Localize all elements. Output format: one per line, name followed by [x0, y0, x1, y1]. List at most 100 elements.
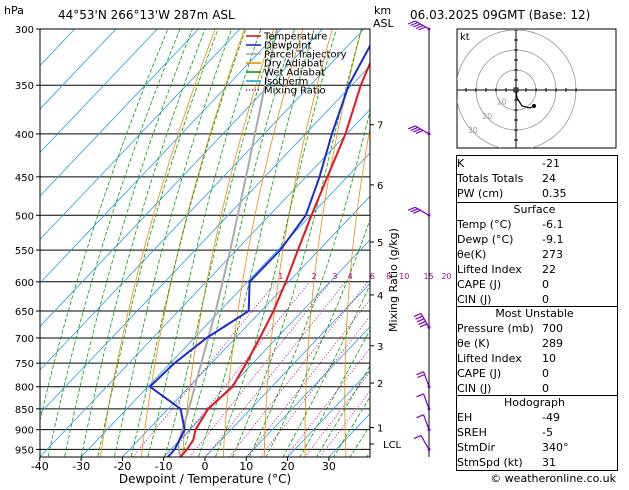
pressure-tick-label: 900 [15, 426, 34, 437]
isotherm-line [40, 108, 370, 457]
mixing-ratio-line [189, 281, 331, 457]
most-unstable-table: Most Unstable Pressure (mb) 700 θe (K) 289… [453, 306, 616, 396]
wind-barb-staff [422, 414, 430, 430]
wet-adiabat [40, 29, 169, 422]
surface-row: Dewp (°C) -9.1 [457, 233, 564, 246]
mixing-ratio-label: 4 [348, 272, 353, 281]
mixing-ratio-line [285, 347, 370, 457]
indices-table: K -21 Totals Totals 24 PW (cm) 0.35 [453, 156, 616, 201]
wind-barb-flag [407, 20, 416, 25]
wet-adiabat [214, 29, 337, 457]
wind-barb [416, 414, 431, 432]
dry-adiabat [344, 125, 370, 457]
temperature-point [272, 310, 275, 312]
wind-barb-flag [410, 208, 418, 213]
hodograph-stats-row: EH -49 [457, 411, 560, 424]
copyright: © weatheronline.co.uk [490, 472, 616, 485]
temperature-tick-label: 10 [239, 460, 253, 473]
dewpoint-point [331, 133, 333, 135]
legend-entry: Dry Adiabat [264, 59, 323, 70]
wet-adiabat [299, 329, 370, 457]
pressure-tick-label: 550 [15, 246, 34, 257]
pressure-tick-label: 400 [15, 130, 34, 141]
isotherm-line [40, 29, 158, 154]
dewpoint-point [149, 385, 151, 388]
wind-barb-flag [419, 323, 428, 328]
wind-barb-staff [422, 393, 430, 410]
plot-profiles [148, 29, 370, 457]
km-tick-label: 1 [377, 424, 383, 435]
temperature-point [359, 84, 362, 87]
asl-label: ASL [373, 17, 395, 30]
datetime-title: 06.03.2025 09GMT (Base: 12) [410, 8, 590, 22]
hodograph-stats-row: StmDir 340° [457, 441, 569, 454]
most-unstable-row: Lifted Index 10 [457, 352, 556, 365]
wind-barb [407, 20, 431, 31]
most-unstable-row: Pressure (mb) 700 [457, 322, 563, 335]
wind-barb-flag [415, 315, 423, 320]
hodograph-origin [513, 87, 519, 93]
indices-box [456, 155, 618, 204]
isotherm-line [40, 65, 370, 414]
wind-barb-flag [413, 23, 421, 28]
index-row-k: K -21 [457, 157, 560, 170]
index-row-pw: PW (cm) 0.35 [457, 187, 567, 200]
wind-barb-flag [413, 128, 421, 133]
wind-barb-flag [410, 126, 418, 131]
isotherm-line [246, 326, 370, 457]
wind-barb-staff [420, 435, 430, 450]
temperature-point [207, 408, 210, 410]
temperature-point [344, 133, 347, 135]
legend-entry: Isotherm [264, 77, 308, 88]
dry-adiabat [140, 29, 245, 457]
temperature-tick-label: -30 [72, 460, 90, 473]
mixing-ratio-label: 2 [312, 272, 317, 281]
mixing-ratio-label: 1 [278, 272, 283, 281]
pressure-tick-label: 450 [15, 173, 34, 184]
surface-row: CAPE (J) 0 [457, 278, 549, 291]
legend-entry: Wet Adiabat [264, 68, 325, 79]
wind-barb-base [427, 325, 431, 329]
hodograph-kt-label: kt [460, 32, 470, 43]
legend-entry: Mixing Ratio [264, 86, 326, 97]
dry-adiabat [304, 29, 363, 457]
most-unstable-row: CAPE (J) 0 [457, 367, 549, 380]
wind-barb-flag [413, 313, 422, 318]
isotherm-line [204, 282, 370, 457]
wind-barb-base [427, 27, 431, 31]
dewpoint-point [279, 249, 281, 251]
dry-adiabat [421, 17, 452, 469]
km-tick-label: 4 [377, 291, 383, 302]
temperature-point [258, 337, 261, 339]
wet-adiabat [130, 29, 247, 457]
dewpoint-point [205, 337, 208, 339]
wind-barbs [407, 20, 431, 451]
hodograph-trace [515, 89, 535, 109]
dewpoint-point [248, 281, 251, 283]
parcel-trajectory-line [177, 29, 279, 457]
wet-adiabat [198, 29, 315, 457]
most-unstable-row: CIN (J) 0 [457, 382, 549, 395]
pressure-tick-label: 650 [15, 307, 34, 318]
isotherm-line [40, 29, 199, 197]
dewpoint-point [173, 362, 176, 364]
wind-barb-staff [422, 371, 430, 387]
wet-adiabat [64, 29, 193, 457]
km-tick-label: 3 [377, 342, 383, 353]
mixing-ratio-line [259, 315, 370, 457]
surface-row: CIN (J) 0 [457, 293, 549, 306]
plot-lines [40, 17, 452, 469]
km-tick-label: 6 [377, 181, 383, 192]
location-title: 44°53'N 266°13'W 287m ASL [58, 8, 235, 22]
surface-box [456, 202, 618, 308]
dewpoint-point [347, 84, 350, 87]
wet-adiabat [47, 29, 181, 457]
isotherm-line [40, 29, 282, 284]
wind-barb-base [427, 428, 431, 432]
wind-barb-flag [416, 393, 424, 398]
isotherm-line [40, 29, 75, 67]
wet-adiabat [282, 283, 370, 457]
hodograph-stats-row: SREH -5 [457, 426, 553, 439]
km-tick-label: 2 [377, 379, 383, 390]
